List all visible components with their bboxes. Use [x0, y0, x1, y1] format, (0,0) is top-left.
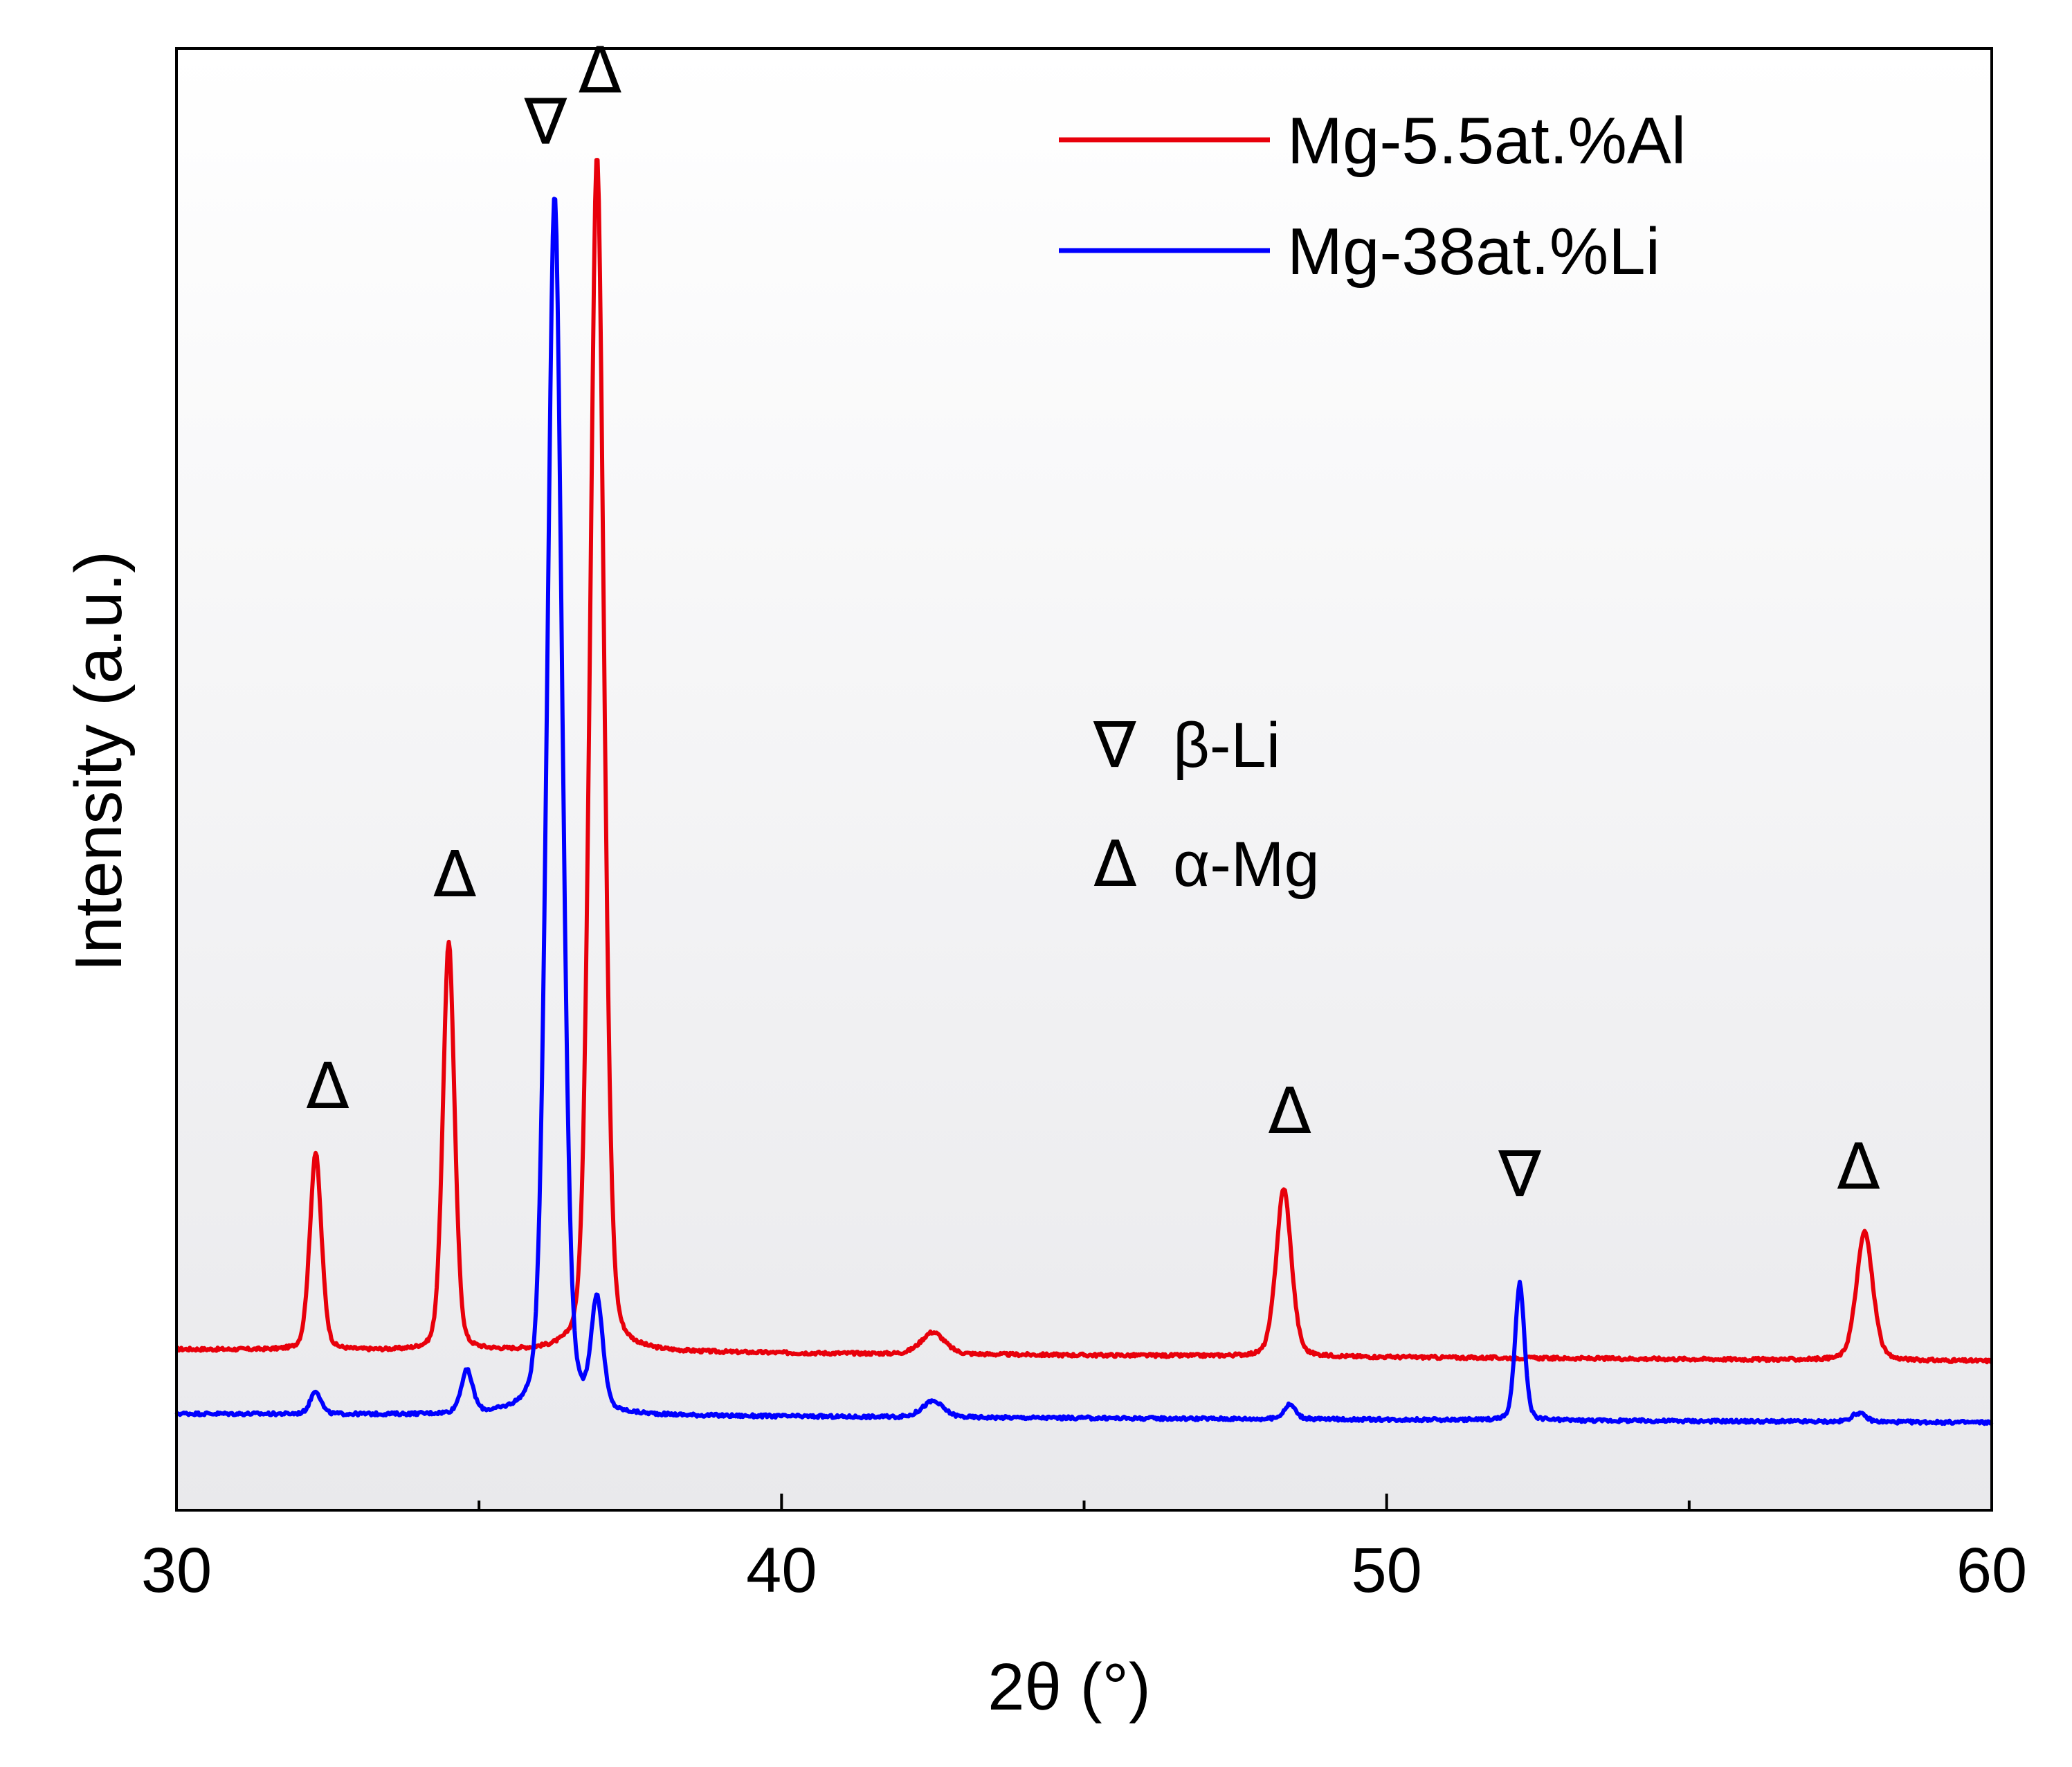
alpha-mg-peak-marker: Δ: [433, 837, 477, 912]
x-tick-label: 60: [1956, 1535, 2027, 1606]
plot-area: [176, 48, 1992, 1510]
x-tick-label: 40: [746, 1535, 817, 1606]
x-axis-ticks: [175, 1494, 1993, 1510]
legend-label-mg-al: Mg-5.5at.%Al: [1287, 104, 1686, 178]
legend-label-mg-li: Mg-38at.%Li: [1287, 215, 1660, 289]
phase-key: ∇ β-Li Δ α-Mg: [1093, 708, 1320, 901]
y-axis-label: Intensity (a.u.): [62, 551, 136, 972]
alpha-mg-peak-marker: Δ: [579, 33, 622, 107]
x-tick-label: 50: [1351, 1535, 1421, 1606]
series-layer: [174, 158, 1994, 1426]
alpha-mg-peak-marker: Δ: [1268, 1074, 1311, 1148]
x-axis-tick-labels: 30 40 50 60: [141, 1535, 2027, 1606]
alpha-mg-peak-marker: Δ: [306, 1049, 349, 1123]
phase-key-symbol-beta: ∇: [1093, 708, 1136, 782]
beta-li-peak-marker: ∇: [524, 84, 567, 158]
series-line-mg-38at-li: [174, 197, 1994, 1426]
phase-key-label-beta-li: β-Li: [1173, 710, 1280, 781]
phase-key-label-alpha-mg: α-Mg: [1173, 829, 1320, 900]
legend: Mg-5.5at.%Al Mg-38at.%Li: [1059, 104, 1686, 289]
x-axis-label: 2θ (°): [988, 1650, 1151, 1724]
beta-li-peak-marker: ∇: [1498, 1137, 1541, 1211]
series-line-mg-5-5at-al: [175, 158, 1993, 1365]
phase-key-symbol-alpha: Δ: [1093, 827, 1137, 901]
alpha-mg-peak-marker: Δ: [1837, 1130, 1880, 1204]
peak-markers: ∇ΔΔΔ Δ∇ Δ: [306, 33, 1880, 1211]
x-tick-label: 30: [141, 1535, 212, 1606]
